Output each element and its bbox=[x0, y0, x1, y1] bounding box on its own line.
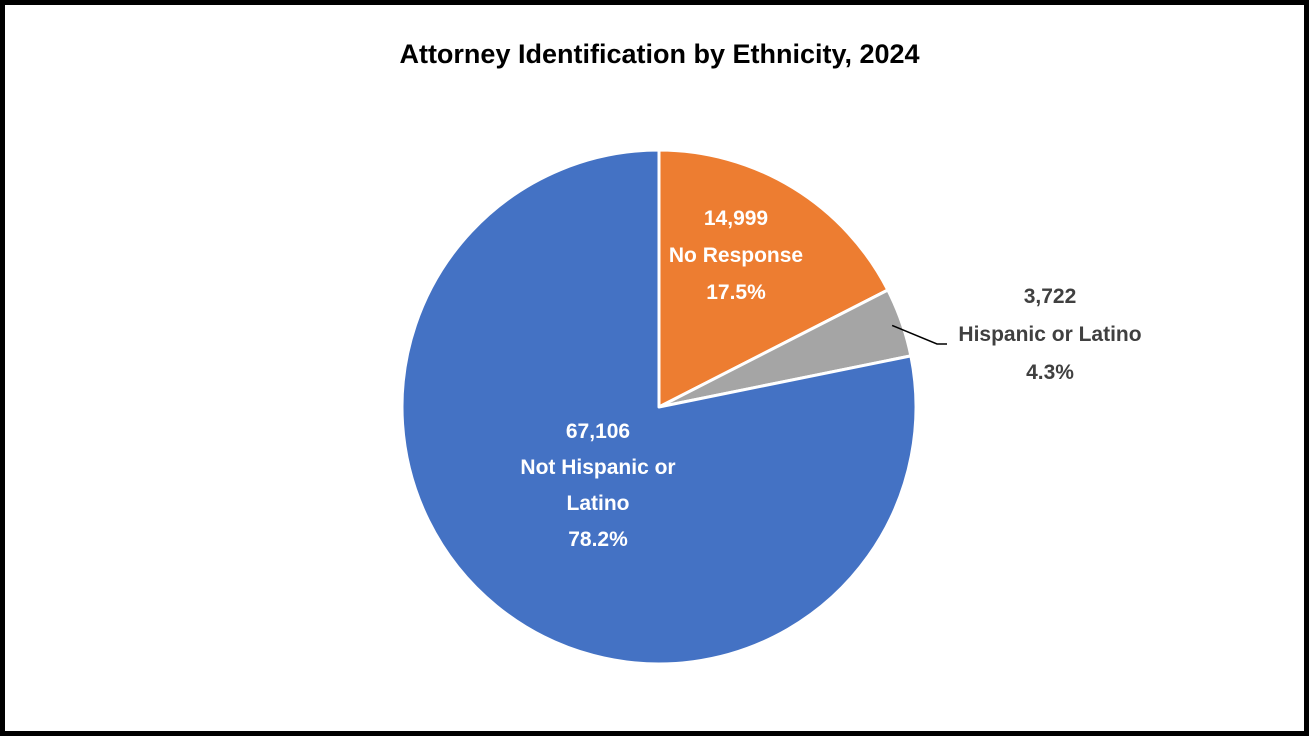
data-label-line: 4.3% bbox=[1026, 361, 1074, 384]
data-label-hispanic-or-latino: 3,722 Hispanic or Latino 4.3% bbox=[958, 285, 1141, 384]
data-label-line: No Response bbox=[669, 244, 803, 267]
data-label-line: Not Hispanic or bbox=[520, 456, 675, 479]
pie-slice-no-response bbox=[657, 148, 890, 409]
data-label-line: Latino bbox=[567, 492, 630, 515]
pie-slice-not-hispanic-or-latino bbox=[400, 148, 918, 666]
data-label-no-response: 14,999 No Response 17.5% bbox=[669, 207, 803, 304]
leader-line-hispanic-or-latino bbox=[891, 324, 947, 345]
data-label-line: Hispanic or Latino bbox=[958, 323, 1141, 346]
chart-title: Attorney Identification by Ethnicity, 20… bbox=[399, 39, 920, 69]
data-label-line: 3,722 bbox=[1024, 285, 1077, 308]
data-label-not-hispanic-or-latino: 67,106 Not Hispanic or Latino 78.2% bbox=[520, 420, 675, 551]
pie-chart: 14,999 No Response 17.5% 3,722 Hispanic or L… bbox=[400, 148, 1142, 666]
data-label-line: 17.5% bbox=[706, 281, 766, 304]
data-label-line: 67,106 bbox=[566, 420, 630, 443]
data-label-line: 14,999 bbox=[704, 207, 768, 230]
data-label-line: 78.2% bbox=[568, 528, 628, 551]
